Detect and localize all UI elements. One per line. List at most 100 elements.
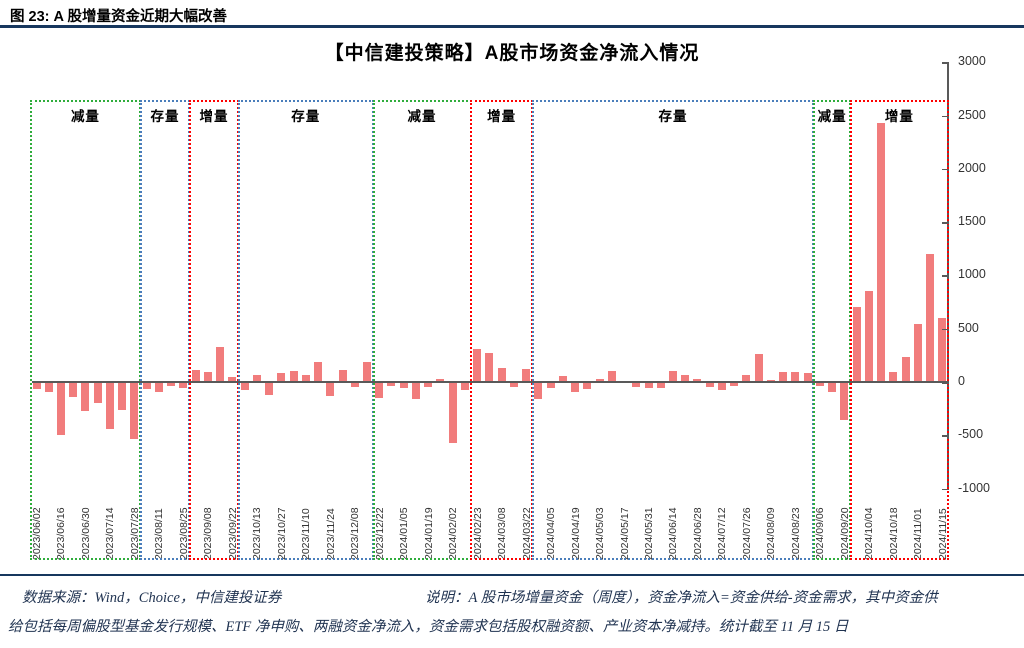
y-tick-label: 2000	[958, 160, 986, 175]
section-box-存量: 存量	[237, 100, 374, 560]
bar	[534, 383, 543, 399]
y-tick-label: -500	[958, 427, 984, 442]
bar	[742, 374, 751, 382]
bar	[583, 383, 592, 389]
footer-data-source: 数据来源：Wind，Choice，中信建投证券	[22, 590, 282, 606]
section-label: 存量	[150, 109, 180, 124]
bar	[803, 373, 812, 382]
section-label: 减量	[70, 109, 100, 124]
footer-note-line1: 说明：A 股市场增量资金（周度），资金净流入=资金供给-资金需求，其中资金供	[425, 590, 938, 606]
bar	[644, 383, 653, 388]
bar	[656, 383, 665, 389]
zero-axis-line	[31, 381, 947, 383]
bar	[558, 376, 567, 382]
bar	[595, 378, 604, 382]
section-box-存量: 存量	[531, 100, 815, 560]
bar	[277, 373, 286, 382]
bar	[571, 383, 580, 392]
bar	[864, 291, 873, 382]
y-tick	[942, 328, 949, 331]
bar	[791, 371, 800, 382]
bar	[399, 383, 408, 389]
bar	[889, 372, 898, 382]
y-tick-label: 2500	[958, 107, 986, 122]
y-tick	[942, 435, 949, 437]
bar	[815, 383, 824, 387]
bar	[668, 370, 677, 382]
bar	[448, 383, 457, 443]
title-divider	[0, 25, 1024, 28]
bar	[93, 383, 102, 403]
bar	[705, 383, 714, 388]
bar	[828, 383, 837, 392]
bar	[167, 383, 176, 387]
bar	[350, 383, 359, 388]
bar	[840, 383, 849, 421]
bar	[754, 354, 763, 382]
bar	[632, 383, 641, 388]
bar	[265, 383, 274, 395]
bar	[56, 383, 65, 436]
bar	[130, 383, 139, 439]
bar	[546, 383, 555, 388]
bar	[44, 383, 53, 392]
bar	[154, 383, 163, 393]
section-label: 增量	[884, 109, 914, 124]
y-tick-label: 1500	[958, 214, 986, 229]
bar	[730, 383, 739, 386]
bar	[913, 324, 922, 382]
y-tick	[942, 382, 949, 384]
bar	[314, 361, 323, 382]
bar	[522, 368, 531, 382]
y-tick	[942, 488, 949, 491]
bar	[485, 353, 494, 382]
bar	[852, 307, 861, 382]
bar	[460, 383, 469, 391]
bar	[191, 369, 200, 382]
y-tick	[942, 222, 949, 224]
section-label: 存量	[291, 109, 321, 124]
figure-title: 图 23: A 股增量资金近期大幅改善	[10, 9, 227, 25]
section-box-减量: 减量	[372, 100, 472, 560]
bar	[926, 254, 935, 382]
section-label: 增量	[199, 109, 229, 124]
chart-plot-area: 【中信建投策略】A股市场资金净流入情况 减量 存量 增量 存量 减量 增量 存量 减量 增量 30…	[29, 43, 990, 560]
y-tick-label: 3000	[958, 54, 986, 69]
footer-note-line2: 给包括每周偏股型基金发行规模、ETF 净申购、两融资金净流入，资金需求包括股权融…	[8, 619, 849, 635]
section-label: 存量	[658, 109, 688, 124]
bar	[289, 370, 298, 382]
bar	[607, 370, 616, 382]
section-label: 减量	[817, 109, 847, 124]
bar	[877, 122, 886, 382]
section-box-增量: 增量	[470, 100, 533, 560]
bar	[938, 318, 947, 382]
bar	[693, 378, 702, 382]
bar	[681, 375, 690, 382]
y-tick-label: -1000	[958, 480, 990, 495]
section-box-增量: 增量	[188, 100, 240, 560]
bar	[436, 378, 445, 382]
bar	[717, 383, 726, 390]
bar	[301, 375, 310, 382]
bar	[766, 379, 775, 382]
y-tick	[942, 168, 949, 171]
bar	[179, 383, 188, 388]
y-tick	[942, 115, 949, 117]
chart-title: 【中信建投策略】A股市场资金净流入情况	[324, 43, 700, 64]
bar	[375, 383, 384, 398]
bar	[228, 377, 237, 382]
bar	[387, 383, 396, 386]
bar	[424, 383, 433, 388]
bar	[142, 383, 151, 390]
bar	[69, 383, 78, 397]
bar	[901, 357, 910, 382]
bar	[216, 346, 225, 382]
y-tick-label: 1000	[958, 267, 986, 282]
section-box-存量: 存量	[139, 100, 191, 560]
bar	[779, 372, 788, 382]
y-tick-label: 0	[958, 374, 965, 388]
section-label: 增量	[487, 109, 517, 124]
bar	[338, 369, 347, 382]
section-box-减量: 减量	[813, 100, 852, 560]
bar	[497, 368, 506, 382]
